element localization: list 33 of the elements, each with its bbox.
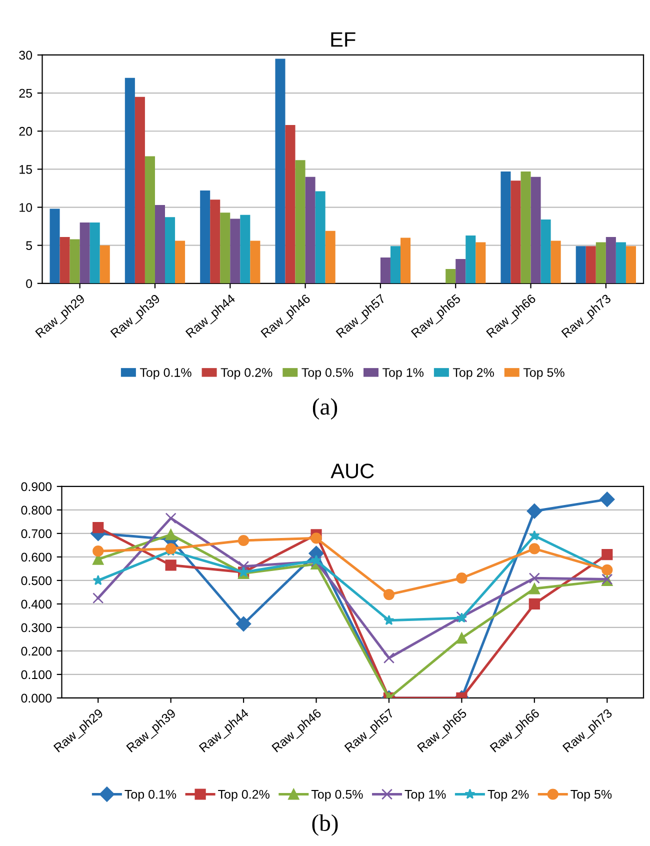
legend-label: Top 5% [570,790,612,802]
y-tick-label: 30 [19,50,32,60]
text: (a) [312,398,338,420]
y-tick-label: 0.300 [21,623,52,632]
y-tick-label: 0.000 [21,694,52,703]
y-tick-label: 0.700 [21,529,52,538]
legend-label: Top 2% [488,790,529,802]
legend-label: Top 0.1% [140,368,192,380]
y-tick-label: 0.200 [21,646,52,656]
text: (b) [312,814,338,836]
legend-label: Top 5% [523,368,564,380]
y-tick-label: 0.900 [21,482,52,492]
legend-label: Top 1% [404,790,446,802]
y-tick-label: 20 [19,126,32,136]
y-tick-label: 0.100 [21,670,52,680]
y-tick-label: 15 [20,165,32,174]
legend-label: Top 0.1% [124,790,176,802]
y-tick-label: 0.800 [21,506,52,515]
legend-label: Top 1% [382,368,424,380]
legend-label: Top 2% [452,368,494,380]
legend-label: Top 0.5% [311,790,363,802]
legend-label: Top 0.2% [218,790,270,802]
y-tick-label: 0.400 [21,600,52,609]
y-tick-label: 0 [26,279,32,288]
y-tick-label: 25 [19,88,32,98]
y-tick-label: 10 [20,203,32,212]
legend-label: Top 0.5% [302,368,354,380]
chart-title: EF [331,32,356,47]
y-tick-label: 5 [26,241,32,250]
y-tick-label: 0.500 [21,576,52,586]
legend-label: Top 0.2% [220,368,272,380]
y-tick-label: 0.600 [21,552,52,562]
chart-title: AUC [330,464,374,478]
